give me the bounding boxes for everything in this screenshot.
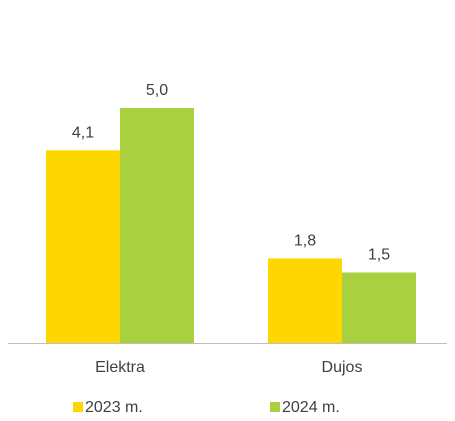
bars-group bbox=[46, 108, 416, 343]
legend-swatch-2024m bbox=[270, 402, 280, 412]
bar-dujos-2024m bbox=[342, 272, 416, 343]
value-label: 1,8 bbox=[294, 232, 316, 249]
category-labels-group: Elektra Dujos bbox=[95, 359, 362, 376]
category-label-elektra: Elektra bbox=[95, 359, 145, 376]
category-label-dujos: Dujos bbox=[322, 359, 363, 376]
legend-label: 2023 m. bbox=[85, 399, 143, 416]
bar-elektra-2024m bbox=[120, 108, 194, 343]
legend-swatch-2023m bbox=[73, 402, 83, 412]
value-label: 1,5 bbox=[368, 247, 390, 264]
bar-elektra-2023m bbox=[46, 150, 120, 343]
legend-label: 2024 m. bbox=[282, 399, 340, 416]
legend: 2023 m. 2024 m. bbox=[73, 399, 340, 416]
value-labels-group: 4,1 5,0 1,8 1,5 bbox=[72, 82, 390, 264]
value-label: 5,0 bbox=[146, 82, 168, 99]
bar-dujos-2023m bbox=[268, 258, 342, 343]
value-label: 4,1 bbox=[72, 124, 94, 141]
